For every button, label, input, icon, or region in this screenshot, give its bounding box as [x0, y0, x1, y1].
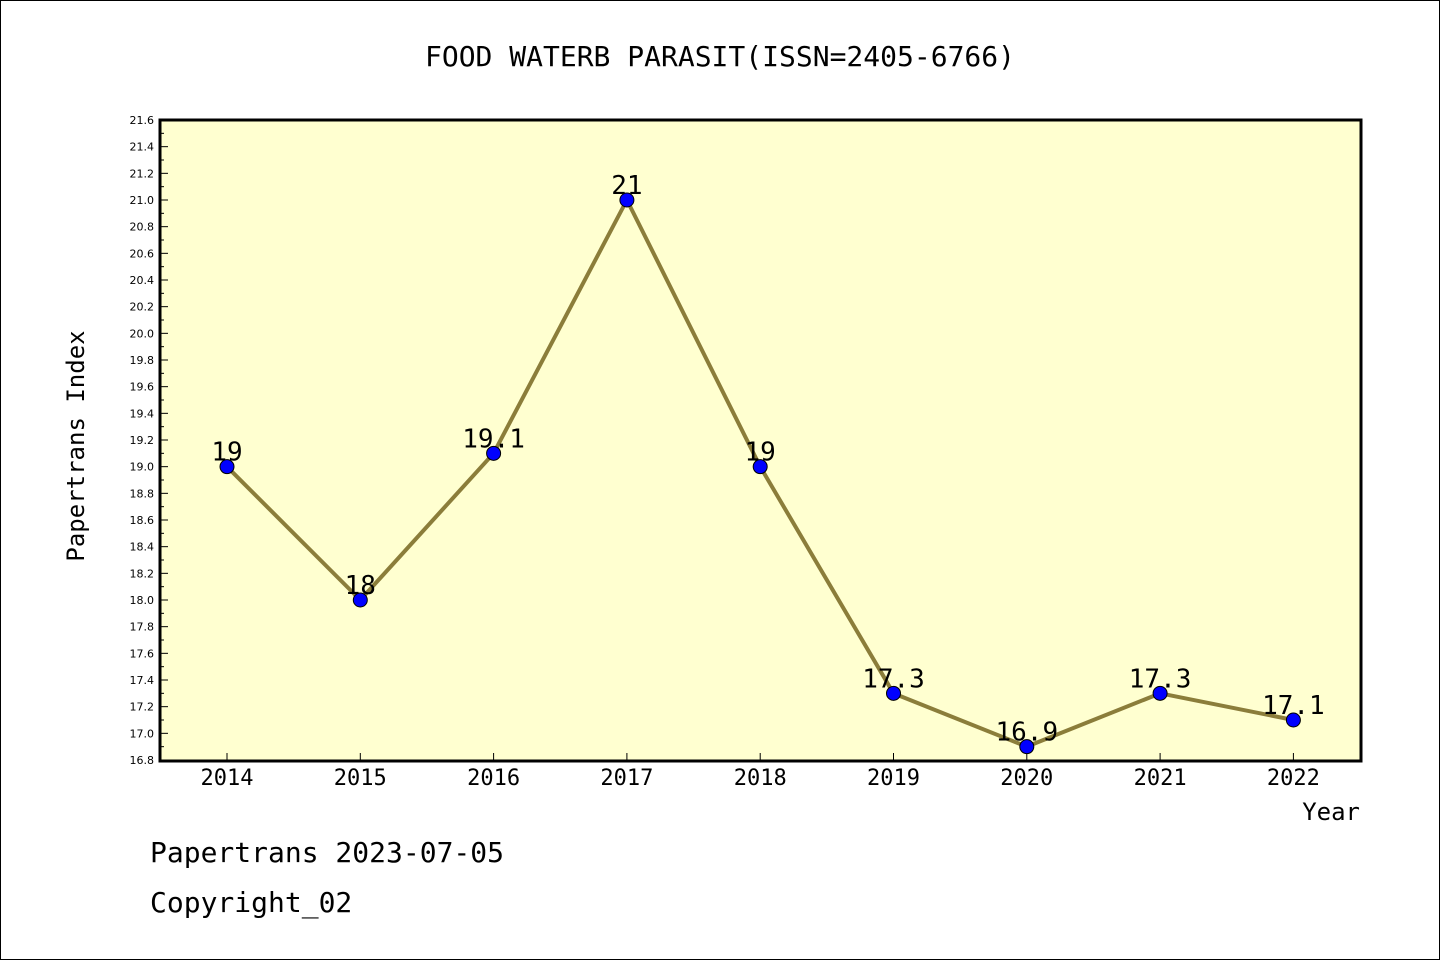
data-point [486, 445, 502, 461]
y-tick-label: 18.2 [130, 567, 155, 580]
x-tick-label: 2018 [734, 766, 787, 791]
y-tick-label: 17.6 [130, 647, 155, 660]
plot-border [158, 118, 1363, 763]
x-tick-label: 2020 [1000, 766, 1053, 791]
data-point [752, 459, 768, 475]
y-tick-label: 17.4 [130, 674, 155, 687]
data-point [1152, 685, 1168, 701]
data-label: 17.1 [1262, 691, 1325, 721]
data-labels: 19 18 19.1 21 19 17.3 16.9 17.3 17.1 [211, 171, 1324, 748]
data-point [1285, 712, 1301, 728]
x-tick-label: 2021 [1134, 766, 1187, 791]
y-tick-label: 17.8 [130, 621, 155, 634]
y-tick-label: 19.4 [130, 407, 155, 420]
data-label: 19 [745, 438, 776, 468]
footer-date: Papertrans 2023-07-05 [150, 836, 505, 869]
data-point [619, 192, 635, 208]
data-label: 21 [611, 171, 642, 201]
data-label: 17.3 [1129, 664, 1192, 694]
chart-title: FOOD WATERB PARASIT(ISSN=2405-6766) [425, 40, 1015, 73]
y-tick-label: 17.2 [130, 701, 155, 714]
y-axis: 16.8 17.0 17.2 17.4 17.6 17.8 18.0 18.2 18.4 18.6… [130, 114, 168, 767]
y-tick-label: 17.0 [130, 727, 155, 740]
x-axis-label: Year [1302, 798, 1360, 826]
y-tick-label: 19.8 [130, 354, 155, 367]
y-tick-label: 20.6 [130, 247, 155, 260]
y-tick-label: 20.4 [130, 274, 155, 287]
x-tick-label: 2019 [867, 766, 920, 791]
y-tick-label: 19.2 [130, 434, 155, 447]
y-tick-label: 16.8 [130, 754, 155, 767]
x-tick-label: 2016 [467, 766, 520, 791]
x-axis: 2014 2015 2016 2017 2018 2019 2020 2021 2022 [201, 753, 1320, 791]
x-tick-label: 2015 [334, 766, 387, 791]
data-label: 19 [211, 438, 242, 468]
series-points [219, 192, 1301, 755]
data-point [352, 592, 368, 608]
data-label: 17.3 [862, 664, 925, 694]
footer-copyright: Copyright_02 [150, 886, 353, 919]
y-tick-label: 19.0 [130, 461, 155, 474]
x-tick-label: 2022 [1267, 766, 1320, 791]
y-tick-label: 18.4 [130, 541, 155, 554]
data-point [219, 459, 235, 475]
y-tick-label: 18.8 [130, 487, 155, 500]
data-point [1019, 739, 1035, 755]
y-tick-label: 20.0 [130, 327, 155, 340]
y-tick-label: 21.4 [130, 141, 155, 154]
data-label: 16.9 [995, 718, 1058, 748]
data-label: 19.1 [462, 424, 525, 454]
x-tick-label: 2014 [201, 766, 254, 791]
y-tick-label: 20.8 [130, 221, 155, 234]
y-tick-label: 20.2 [130, 301, 155, 314]
y-tick-label: 18.6 [130, 514, 155, 527]
y-tick-label: 18.0 [130, 594, 155, 607]
y-tick-label: 21.2 [130, 167, 155, 180]
y-tick-label: 21.6 [130, 114, 155, 127]
x-tick-label: 2017 [600, 766, 653, 791]
data-point [886, 685, 901, 701]
y-tick-label: 19.6 [130, 381, 155, 394]
y-tick-label: 21.0 [130, 194, 155, 207]
data-label: 18 [345, 571, 376, 601]
y-axis-label: Papertrans Index [62, 330, 90, 561]
plot-area [160, 120, 1361, 761]
